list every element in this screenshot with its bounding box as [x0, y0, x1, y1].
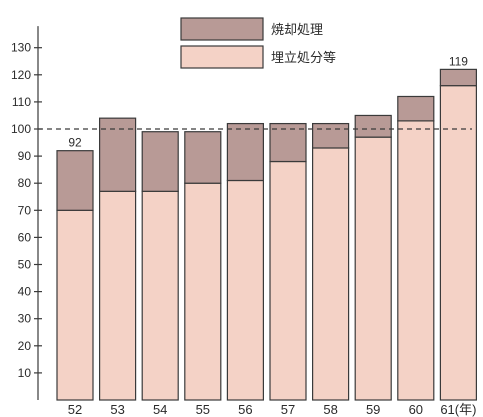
bar-landfill-55: [184, 182, 222, 401]
y-tick-label-90: 90: [18, 149, 32, 163]
bar-incineration-60: [397, 95, 435, 122]
x-tick-label-53: 53: [110, 402, 124, 417]
bar-landfill-56: [226, 179, 264, 401]
y-axis: 10 20 30 40 50 60 70 80 90 100 110 120 130: [11, 26, 42, 400]
y-tick-label-120: 120: [11, 68, 31, 82]
bar-incineration-52: [56, 150, 94, 211]
bar-landfill-53: [98, 190, 137, 401]
bar-incineration-54: [141, 131, 179, 192]
y-tick-label-50: 50: [18, 258, 32, 272]
y-tick-label-130: 130: [11, 41, 31, 55]
y-tick-label-20: 20: [18, 339, 32, 353]
y-tick-label-10: 10: [18, 366, 32, 380]
bars: [38, 68, 477, 401]
bar-incineration-56: [226, 122, 264, 182]
bar-landfill-54: [141, 190, 179, 401]
legend-label-incineration: 焼却処理: [271, 22, 323, 37]
bar-incineration-61: [439, 68, 477, 87]
bar-landfill-57: [269, 160, 307, 401]
y-tick-label-100: 100: [11, 122, 31, 136]
bar-landfill-52: [56, 209, 94, 401]
y-tick-label-40: 40: [18, 285, 32, 299]
bar-landfill-60: [397, 120, 435, 401]
y-tick-label-30: 30: [18, 312, 32, 326]
x-tick-label-52: 52: [68, 402, 82, 417]
bar-landfill-58: [312, 147, 350, 401]
bar-incineration-55: [184, 131, 222, 184]
data-label-52: 92: [68, 136, 82, 150]
x-tick-label-59: 59: [366, 402, 380, 417]
y-tick-label-70: 70: [18, 203, 32, 217]
x-tick-label-58: 58: [323, 402, 337, 417]
bar-landfill-61: [439, 85, 477, 401]
x-tick-label-56: 56: [238, 402, 252, 417]
bar-incineration-59: [354, 114, 392, 138]
y-tick-label-110: 110: [12, 95, 31, 109]
y-tick-label-80: 80: [18, 176, 32, 190]
data-label-61: 119: [449, 54, 468, 68]
bar-incineration-57: [269, 122, 307, 163]
legend-swatch-landfill: [180, 45, 264, 69]
legend-swatch-incineration: [180, 17, 264, 41]
bar-incineration-53: [98, 117, 137, 192]
x-tick-label-60: 60: [409, 402, 423, 417]
legend-label-landfill: 埋立処分等: [271, 50, 336, 65]
x-tick-label-61: 61(年): [440, 402, 476, 417]
x-tick-label-57: 57: [281, 402, 295, 417]
y-tick-label-60: 60: [18, 230, 32, 244]
x-tick-label-55: 55: [196, 402, 210, 417]
bar-landfill-59: [354, 136, 392, 401]
bar-incineration-58: [312, 122, 350, 149]
x-tick-label-54: 54: [153, 402, 167, 417]
labels: 52 53 54 55 56 57 58 59 60 61(年) 92 119: [68, 54, 477, 417]
